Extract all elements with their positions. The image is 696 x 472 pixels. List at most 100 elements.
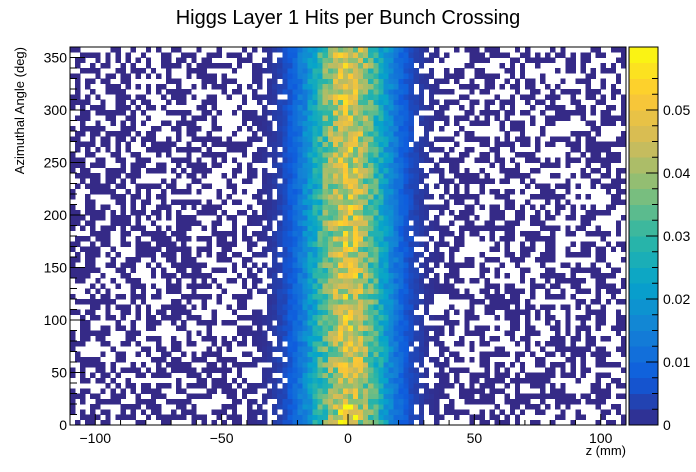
heatmap-cell <box>570 346 576 352</box>
heatmap-cell <box>241 236 248 242</box>
heatmap-cell <box>105 167 111 174</box>
heatmap-cell <box>363 83 369 90</box>
heatmap-cell <box>277 115 283 121</box>
heatmap-cell <box>166 419 172 426</box>
heatmap-cell <box>272 99 278 106</box>
heatmap-cell <box>145 262 152 268</box>
heatmap-cell <box>166 62 172 69</box>
heatmap-cell <box>272 215 278 221</box>
heatmap-cell <box>514 173 521 179</box>
heatmap-cell <box>423 299 430 305</box>
heatmap-cell <box>555 330 561 337</box>
heatmap-cell <box>337 236 344 242</box>
heatmap-cell <box>403 320 409 326</box>
heatmap-cell <box>494 272 500 279</box>
heatmap-cell <box>383 52 389 58</box>
heatmap-cell <box>186 162 192 169</box>
heatmap-cell <box>292 372 298 379</box>
heatmap-cell <box>241 362 248 368</box>
heatmap-cell <box>196 251 202 258</box>
heatmap-cell <box>575 414 581 421</box>
heatmap-cell <box>469 419 475 426</box>
heatmap-cell <box>565 251 571 258</box>
heatmap-cell <box>287 251 293 258</box>
heatmap-cell <box>438 204 445 211</box>
heatmap-cell <box>580 68 586 74</box>
heatmap-cell <box>433 52 440 58</box>
heatmap-cell <box>120 272 126 279</box>
heatmap-cell <box>408 104 414 111</box>
heatmap-cell <box>160 83 167 90</box>
heatmap-cell <box>262 183 268 190</box>
heatmap-cell <box>605 419 612 426</box>
heatmap-cell <box>191 404 197 410</box>
heatmap-cell <box>358 320 364 326</box>
heatmap-cell <box>529 372 536 379</box>
heatmap-cell <box>85 377 91 384</box>
heatmap-cell <box>302 215 308 221</box>
heatmap-cell <box>449 220 455 226</box>
heatmap-cell <box>287 314 293 321</box>
heatmap-cell <box>489 383 495 389</box>
heatmap-cell <box>509 146 516 153</box>
heatmap-cell <box>418 362 425 368</box>
heatmap-cell <box>418 115 425 121</box>
heatmap-cell <box>125 304 131 310</box>
heatmap-cell <box>80 325 86 331</box>
heatmap-cell <box>100 293 106 300</box>
heatmap-cell <box>302 304 308 310</box>
heatmap-cell <box>257 419 263 426</box>
heatmap-cell <box>403 309 409 316</box>
heatmap-cell <box>403 78 409 85</box>
heatmap-cell <box>555 346 561 352</box>
heatmap-cell <box>196 377 202 384</box>
heatmap-cell <box>312 68 318 74</box>
heatmap-cell <box>535 52 541 58</box>
heatmap-cell <box>342 241 349 247</box>
heatmap-cell <box>317 304 324 310</box>
heatmap-cell <box>322 47 329 53</box>
heatmap-cell <box>292 220 298 226</box>
heatmap-cell <box>555 94 561 100</box>
heatmap-cell <box>484 398 490 405</box>
heatmap-cell <box>514 414 521 421</box>
heatmap-cell <box>383 367 389 373</box>
heatmap-cell <box>474 299 480 305</box>
heatmap-cell <box>297 68 303 74</box>
heatmap-cell <box>353 267 359 274</box>
heatmap-cell <box>171 47 177 53</box>
heatmap-cell <box>85 209 91 216</box>
heatmap-cell <box>620 320 627 326</box>
heatmap-cell <box>535 409 541 415</box>
heatmap-cell <box>70 209 76 216</box>
heatmap-cell <box>332 89 339 95</box>
heatmap-cell <box>540 183 546 190</box>
heatmap-cell <box>479 178 485 184</box>
heatmap-cell <box>428 68 435 74</box>
heatmap-cell <box>408 83 414 90</box>
heatmap-cell <box>327 173 334 179</box>
heatmap-cell <box>383 341 389 347</box>
heatmap-cell <box>251 136 258 142</box>
heatmap-cell <box>257 146 263 153</box>
heatmap-cell <box>105 188 111 195</box>
heatmap-cell <box>348 162 354 169</box>
heatmap-cell <box>226 341 233 347</box>
heatmap-cell <box>332 283 339 289</box>
heatmap-cell <box>398 299 404 305</box>
heatmap-cell <box>610 199 617 205</box>
heatmap-cell <box>307 52 313 58</box>
heatmap-cell <box>438 209 445 216</box>
heatmap-cell <box>519 173 526 179</box>
heatmap-cell <box>383 414 389 421</box>
heatmap-cell <box>484 367 490 373</box>
heatmap-cell <box>287 404 293 410</box>
heatmap-cell <box>565 110 571 116</box>
heatmap-cell <box>479 52 485 58</box>
heatmap-cell <box>221 267 227 274</box>
heatmap-cell <box>297 283 303 289</box>
heatmap-cell <box>206 146 212 153</box>
heatmap-cell <box>186 409 192 415</box>
heatmap-cell <box>418 52 425 58</box>
heatmap-cell <box>75 83 81 90</box>
